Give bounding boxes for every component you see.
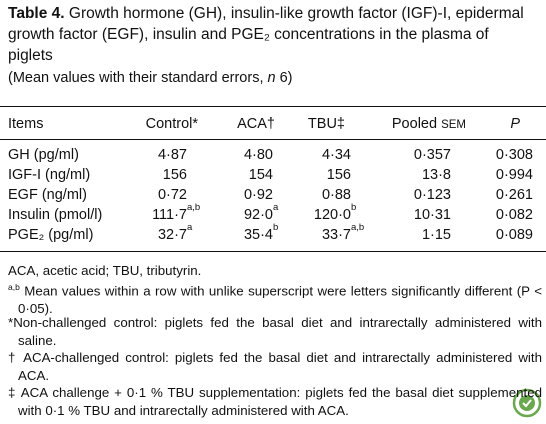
footnote-text: Mean values within a row with unlike sup… <box>18 283 542 317</box>
footnote-mark: * <box>8 315 14 330</box>
footnote: ACA, acetic acid; TBU, tributyrin. <box>8 262 542 280</box>
cell: 0·88 <box>322 187 351 203</box>
cell-superscript: a <box>187 222 193 233</box>
subtitle-text: (Mean values with their standard errors, <box>8 70 268 86</box>
row-label: GH (pg/ml) <box>8 147 79 163</box>
subtitle: (Mean values with their standard errors,… <box>8 70 293 86</box>
footnote-mark: a,b <box>8 282 20 292</box>
cell-superscript: a,b <box>187 202 201 213</box>
footnote-mark: ‡ <box>8 385 17 400</box>
subtitle-n: n <box>267 70 276 86</box>
cell-value: 4·80 <box>243 147 273 163</box>
footnote: † ACA-challenged control: piglets fed th… <box>8 349 542 384</box>
cell: 32·7 a <box>157 222 193 243</box>
cell-value: 1·15 <box>421 227 451 243</box>
cell: 1·15 <box>422 227 451 243</box>
row-label: Insulin (pmol/l) <box>8 207 103 223</box>
cell: 0·261 <box>496 187 533 203</box>
cell: 0·994 <box>496 167 533 183</box>
cell: 0·357 <box>414 147 451 163</box>
footnote-text: ACA, acetic acid; TBU, tributyrin. <box>8 263 202 278</box>
cell: 0·92 <box>244 187 273 203</box>
cell-value: 4·87 <box>157 147 187 163</box>
header-cell: Items <box>8 116 44 132</box>
cell-value: 0·089 <box>495 227 533 243</box>
row-label: EGF (ng/ml) <box>8 187 87 203</box>
footnote-mark: † <box>8 350 18 365</box>
footnote-text: ACA challenge + 0·1 % TBU supplementatio… <box>16 385 542 418</box>
rule <box>0 251 546 252</box>
cell: 4·80 <box>244 147 273 163</box>
cell-superscript: a <box>273 202 279 213</box>
cell-value: 0·082 <box>495 207 533 223</box>
cell: 13·8 <box>422 167 451 183</box>
cell: 0·72 <box>158 187 187 203</box>
cell: 10·31 <box>414 207 451 223</box>
header-text: Pooled <box>391 116 438 132</box>
footnote-text: ACA-challenged control: piglets fed the … <box>17 350 542 383</box>
cell-superscript: a,b <box>351 222 365 233</box>
header-cell: P <box>510 116 520 132</box>
cell-value: 33·7 a,b <box>321 222 365 243</box>
cell-value: 0·357 <box>413 147 451 163</box>
cell: 0·308 <box>496 147 533 163</box>
table-title: Table 4. Growth hormone (GH), insulin-li… <box>8 3 536 66</box>
cell-value: 10·31 <box>413 207 451 223</box>
cell-value: 0·261 <box>495 187 533 203</box>
footnote-text: Non-challenged control: piglets fed the … <box>13 315 542 348</box>
cell-value: 0·308 <box>495 147 533 163</box>
cell: 0·082 <box>496 207 533 223</box>
cell: 0·089 <box>496 227 533 243</box>
cell-value: 111·7 a,b <box>152 202 201 223</box>
header-cell: TBU‡ <box>307 116 345 132</box>
cell-value: 0·88 <box>321 187 351 203</box>
cell: 156 <box>163 167 187 183</box>
title-text: Growth hormone (GH), insulin-like growth… <box>8 5 524 64</box>
subtitle-text: 6) <box>275 70 293 86</box>
cell: 33·7 a,b <box>321 222 365 243</box>
header-cell: Control* <box>145 116 198 132</box>
cell-value: 32·7 a <box>157 222 193 243</box>
cell-value: 0·123 <box>413 187 451 203</box>
row-label: PGE₂ (pg/ml) <box>8 227 94 243</box>
cell: 35·4 b <box>243 222 279 243</box>
header-smallcaps: SEM <box>441 119 466 131</box>
cell: 4·87 <box>158 147 187 163</box>
header-cell: ACA† <box>237 116 275 132</box>
cell-value: 0·92 <box>243 187 273 203</box>
footnote: ‡ ACA challenge + 0·1 % TBU supplementat… <box>8 384 542 419</box>
cell: 111·7 a,b <box>152 202 201 223</box>
cell-superscript: b <box>351 202 357 213</box>
cell: 154 <box>249 167 273 183</box>
rule <box>0 106 546 107</box>
footnote: *Non-challenged control: piglets fed the… <box>8 314 542 349</box>
cell-value: 120·0 b <box>313 202 357 223</box>
cell-value: 13·8 <box>421 167 451 183</box>
cell-value: 154 <box>248 167 273 183</box>
rule <box>0 139 546 140</box>
cell-superscript: b <box>273 222 279 233</box>
cell: 120·0 b <box>313 202 357 223</box>
logo <box>512 388 542 418</box>
header-cell: Pooled SEM <box>392 116 466 132</box>
cell: 92·0 a <box>243 202 279 223</box>
table-label: Table 4. <box>8 5 65 22</box>
cell-value: 0·72 <box>157 187 187 203</box>
cell-value: 4·34 <box>321 147 351 163</box>
cell: 156 <box>327 167 351 183</box>
footnote: a,b Mean values within a row with unlike… <box>8 279 542 318</box>
cell-value: 92·0 a <box>243 202 279 223</box>
cell-value: 156 <box>326 167 351 183</box>
cell-value: 35·4 b <box>243 222 279 243</box>
cell-value: 0·994 <box>495 167 533 183</box>
cell: 0·123 <box>414 187 451 203</box>
cell: 4·34 <box>322 147 351 163</box>
cell-value: 156 <box>162 167 187 183</box>
row-label: IGF-I (ng/ml) <box>8 167 91 183</box>
